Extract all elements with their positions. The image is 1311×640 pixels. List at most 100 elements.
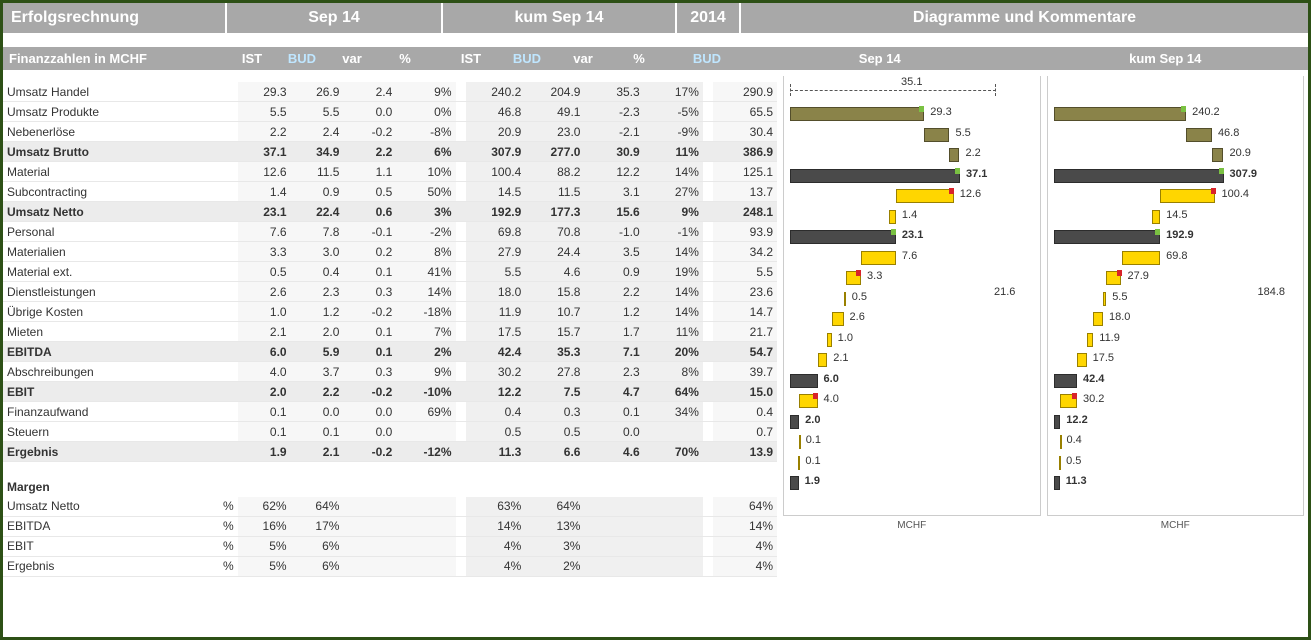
cell <box>172 282 238 302</box>
row-label: EBITDA <box>3 342 172 362</box>
bar-value-label: 100.4 <box>1222 188 1250 200</box>
cell: 125.1 <box>713 162 777 182</box>
cell: 4% <box>466 536 525 556</box>
bar-value-label: 240.2 <box>1192 106 1220 118</box>
report-page: Erfolgsrechnung Sep 14 kum Sep 14 2014 D… <box>0 0 1311 640</box>
row-label: Mieten <box>3 322 172 342</box>
chart-bar-row: 0.4 <box>1054 432 1298 453</box>
cell: 19% <box>644 262 703 282</box>
cell: 27.9 <box>466 242 525 262</box>
margen-title: Margen <box>3 470 777 497</box>
cell: -8% <box>396 122 455 142</box>
cell: 14% <box>644 162 703 182</box>
bar-value-label: 5.5 <box>1112 291 1127 303</box>
cell: 13.7 <box>713 182 777 202</box>
chart-bar-row: 12.6 <box>790 186 1034 207</box>
cell: 0.1 <box>343 322 396 342</box>
cell <box>644 497 703 517</box>
cell <box>456 102 467 122</box>
cell: 70.8 <box>525 222 584 242</box>
chart-left: 35.1 29.35.52.237.112.61.423.17.63.30.52… <box>783 76 1041 575</box>
cell: 65.5 <box>713 102 777 122</box>
mid-dimension-label: 184.8 <box>1258 286 1286 298</box>
cell: 1.9 <box>238 442 291 462</box>
chart-bar-row: 0.1 <box>790 453 1034 474</box>
cell: 23.6 <box>713 282 777 302</box>
cell: 0.3 <box>525 402 584 422</box>
chart-bar-row: 7.6 <box>790 248 1034 269</box>
cell: 12.2 <box>584 162 643 182</box>
cell: % <box>172 516 238 536</box>
cell: 4% <box>466 556 525 576</box>
cell: 177.3 <box>525 202 584 222</box>
bar-value-label: 0.5 <box>852 291 867 303</box>
cell <box>703 556 714 576</box>
cell: 2.2 <box>343 142 396 162</box>
cell: 204.9 <box>525 82 584 102</box>
chart-bar-row: 11.9 <box>1054 330 1298 351</box>
cell: -18% <box>396 302 455 322</box>
chart-right-canvas: 240.246.820.9307.9100.414.5192.969.827.9… <box>1047 76 1305 516</box>
cell: 4.6 <box>584 442 643 462</box>
cell: 0.5 <box>525 422 584 442</box>
cell: 49.1 <box>525 102 584 122</box>
bar-value-label: 307.9 <box>1230 168 1258 180</box>
cell: 14% <box>713 516 777 536</box>
cell <box>172 182 238 202</box>
cell <box>456 82 467 102</box>
row-label: Umsatz Brutto <box>3 142 172 162</box>
cell: 50% <box>396 182 455 202</box>
hdr-sep14: Sep 14 <box>227 3 443 33</box>
chart-bar-row: 0.5 <box>1054 453 1298 474</box>
row-label: Steuern <box>3 422 172 442</box>
cell <box>456 122 467 142</box>
cell <box>703 536 714 556</box>
bar-value-label: 2.1 <box>833 352 848 364</box>
cell: 23.1 <box>238 202 291 222</box>
cell: 1.4 <box>238 182 291 202</box>
cell: 0.5 <box>238 262 291 282</box>
cell: 2% <box>396 342 455 362</box>
cell <box>456 182 467 202</box>
cell: 42.4 <box>466 342 525 362</box>
cell: 20% <box>644 342 703 362</box>
chart-bar-row: 2.1 <box>790 350 1034 371</box>
cell <box>456 422 467 442</box>
cell <box>703 142 714 162</box>
cell <box>3 74 713 82</box>
cell <box>172 422 238 442</box>
cell: 0.0 <box>291 402 344 422</box>
cell <box>396 556 455 576</box>
margin-label: Umsatz Netto <box>3 497 172 517</box>
cell: 0.7 <box>713 422 777 442</box>
cell: 20.9 <box>466 122 525 142</box>
bar-value-label: 2.2 <box>965 147 980 159</box>
cell: 24.4 <box>525 242 584 262</box>
cell: 0.5 <box>343 182 396 202</box>
cell: -0.2 <box>343 442 396 462</box>
row-label: Umsatz Netto <box>3 202 172 222</box>
cell <box>703 222 714 242</box>
chart-bar-row: 100.4 <box>1054 186 1298 207</box>
chart-bar-row: 14.5 <box>1054 207 1298 228</box>
cell: -0.1 <box>343 222 396 242</box>
cell: 0.0 <box>343 402 396 422</box>
sub-header: Finanzzahlen in MCHF IST BUD var % IST B… <box>3 47 1308 70</box>
body-wrap: Umsatz Handel29.326.92.49%240.2204.935.3… <box>3 70 1308 577</box>
cell: 386.9 <box>713 142 777 162</box>
cell <box>703 362 714 382</box>
bar-value-label: 14.5 <box>1166 209 1187 221</box>
bar-value-label: 27.9 <box>1128 270 1149 282</box>
cell: 6% <box>291 556 344 576</box>
row-label: Ergebnis <box>3 442 172 462</box>
cell: 4% <box>713 556 777 576</box>
chart-left-canvas: 35.1 29.35.52.237.112.61.423.17.63.30.52… <box>783 76 1041 516</box>
cell <box>703 516 714 536</box>
cell: 0.5 <box>466 422 525 442</box>
cell <box>343 516 396 536</box>
chart-bar-row: 1.4 <box>790 207 1034 228</box>
cell: 30.4 <box>713 122 777 142</box>
chart-bar-row: 0.1 <box>790 432 1034 453</box>
cell: 7% <box>396 322 455 342</box>
cell: 17% <box>291 516 344 536</box>
